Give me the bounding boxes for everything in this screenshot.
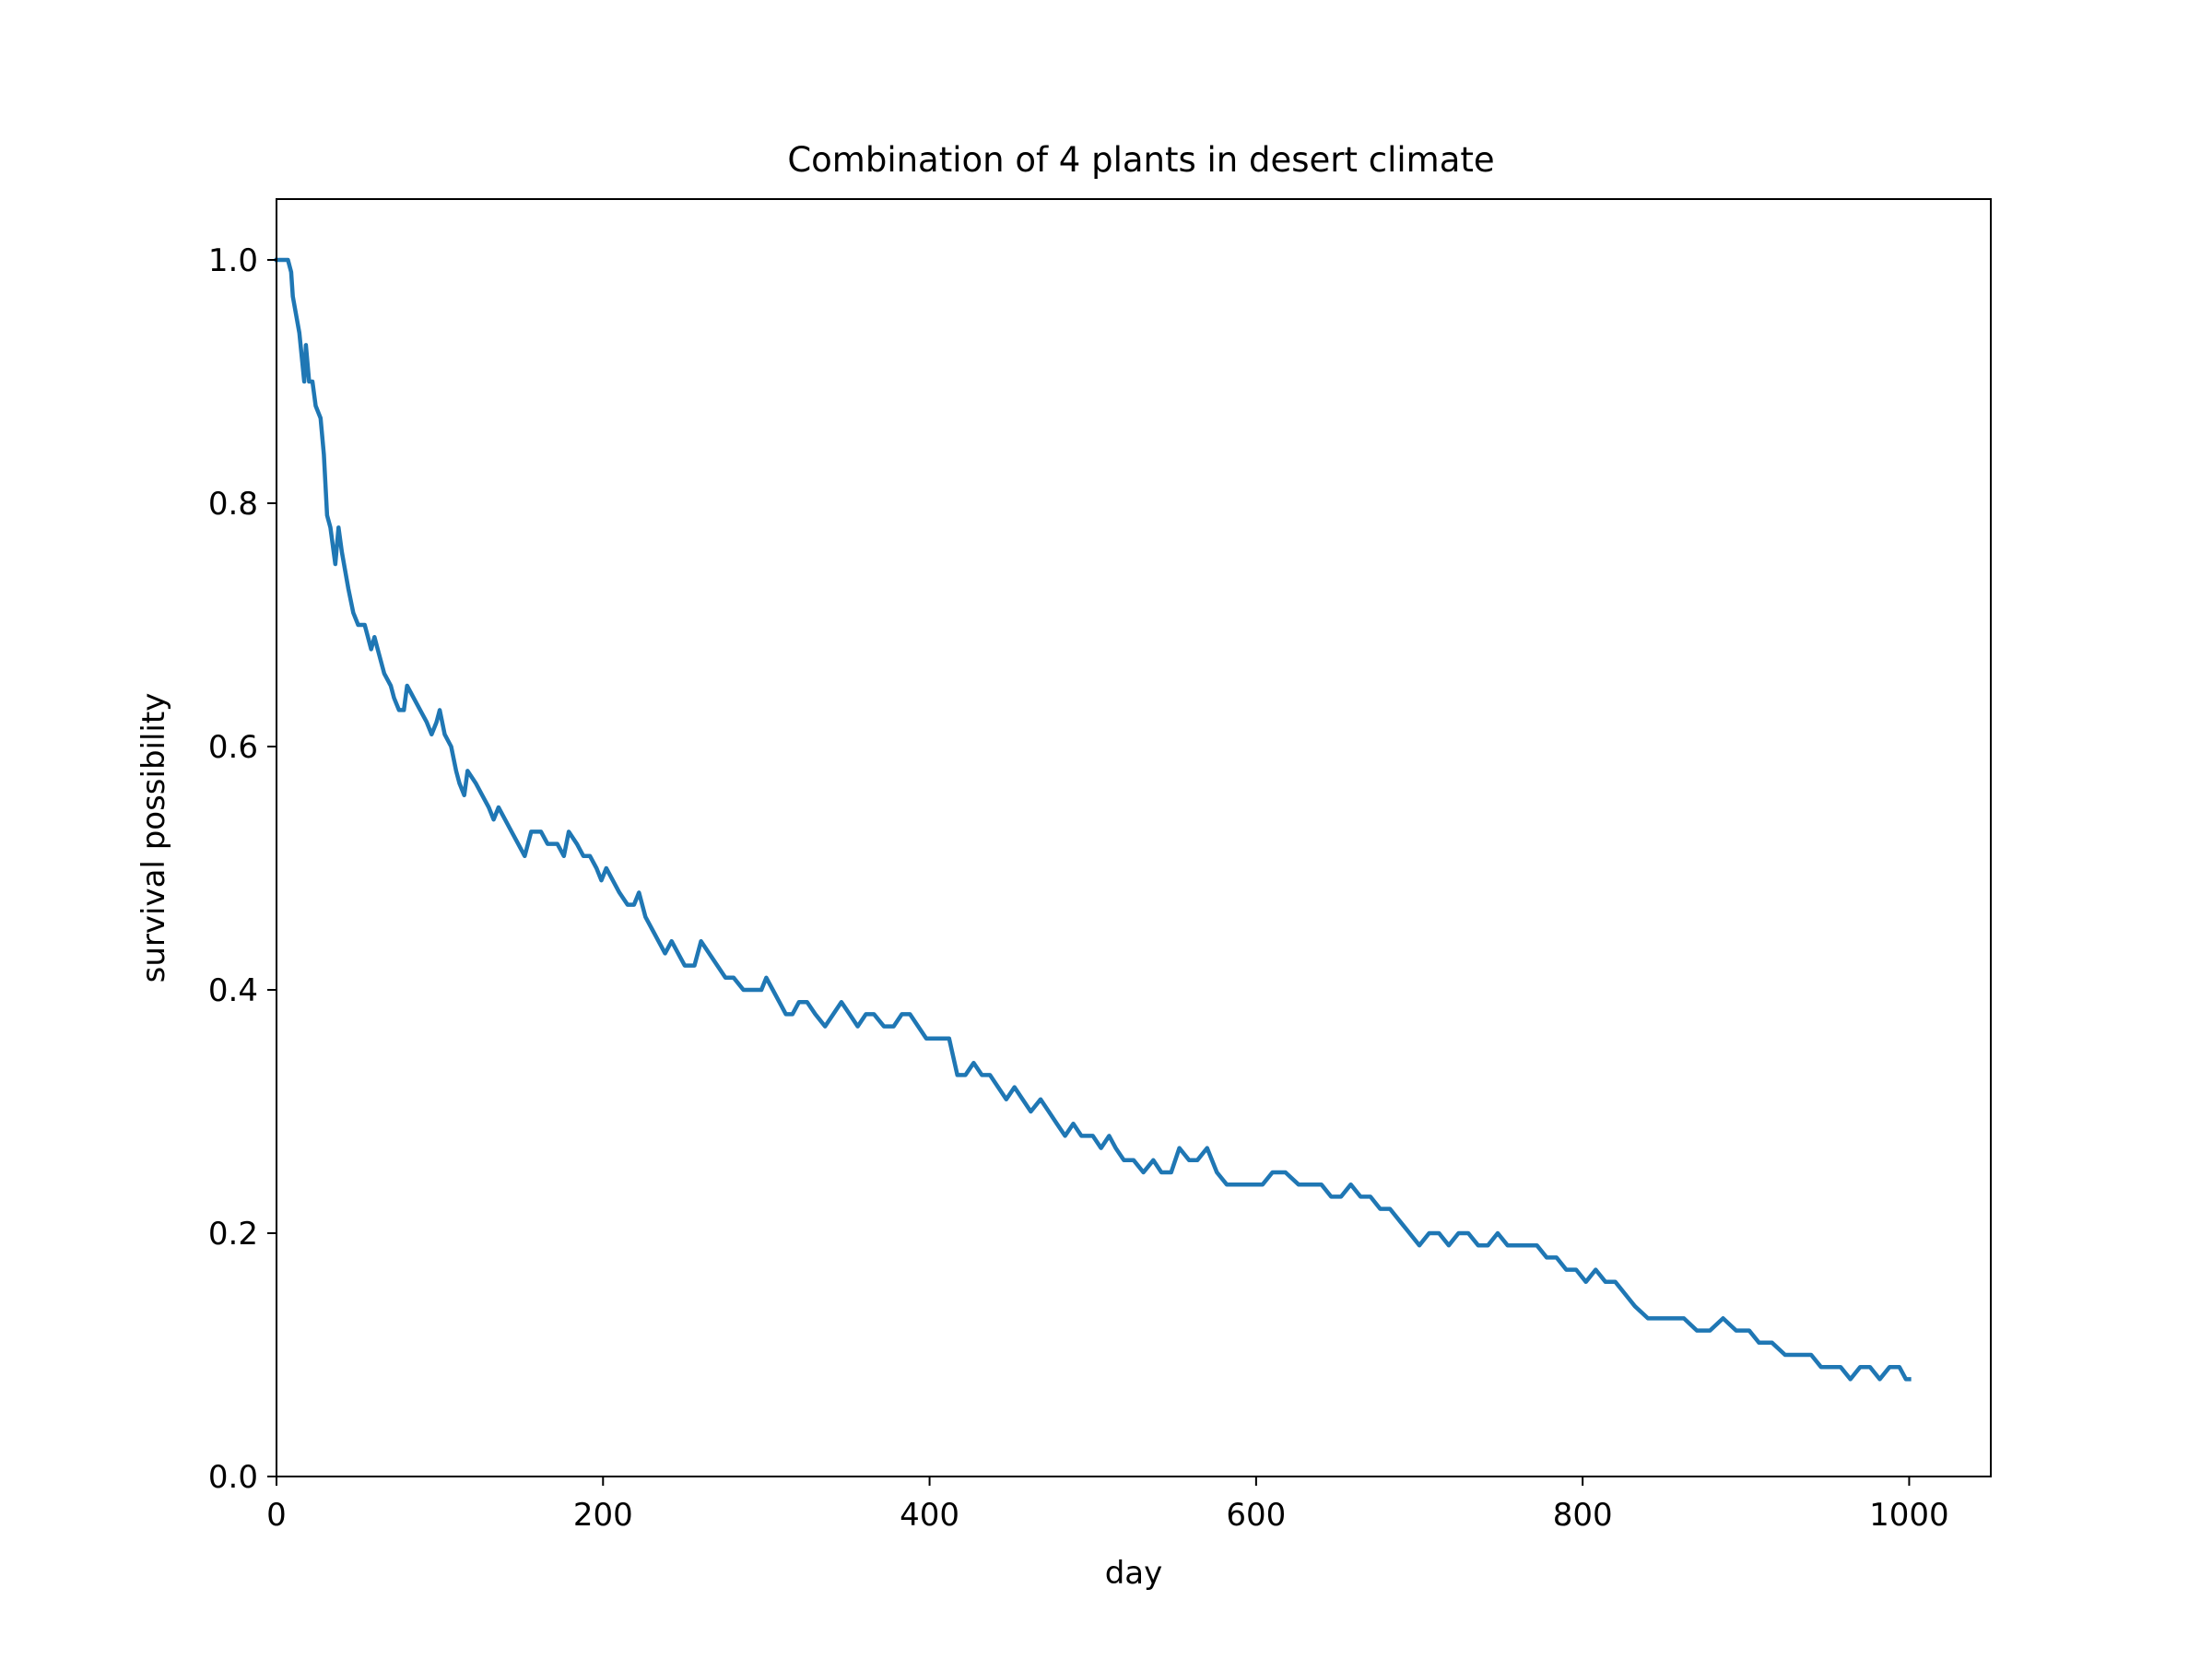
chart-title: Combination of 4 plants in desert climat… xyxy=(787,140,1494,180)
y-tick-label: 0.2 xyxy=(208,1216,258,1253)
x-tick-label: 0 xyxy=(266,1497,287,1534)
x-tick-label: 1000 xyxy=(1869,1497,1949,1534)
y-tick-label: 0.4 xyxy=(208,972,258,1009)
x-tick-label: 400 xyxy=(900,1497,959,1534)
y-tick-label: 0.0 xyxy=(208,1459,258,1496)
x-tick-label: 800 xyxy=(1553,1497,1613,1534)
y-tick-label: 0.8 xyxy=(208,486,258,523)
y-axis-label: survival possibility xyxy=(135,693,172,983)
x-axis-label: day xyxy=(1105,1555,1163,1592)
survival-line xyxy=(274,257,1912,1382)
x-tick-label: 600 xyxy=(1226,1497,1286,1534)
x-tick-label: 200 xyxy=(573,1497,633,1534)
y-tick-label: 1.0 xyxy=(208,242,258,279)
plot-area xyxy=(274,198,1992,1477)
y-tick-label: 0.6 xyxy=(208,729,258,766)
plot-background xyxy=(276,199,1991,1477)
axes-frame xyxy=(276,198,1992,1477)
x-axis: 0 200 400 600 800 1000 xyxy=(266,1477,1949,1534)
y-axis: 0.0 0.2 0.4 0.6 0.8 1.0 xyxy=(208,242,276,1496)
